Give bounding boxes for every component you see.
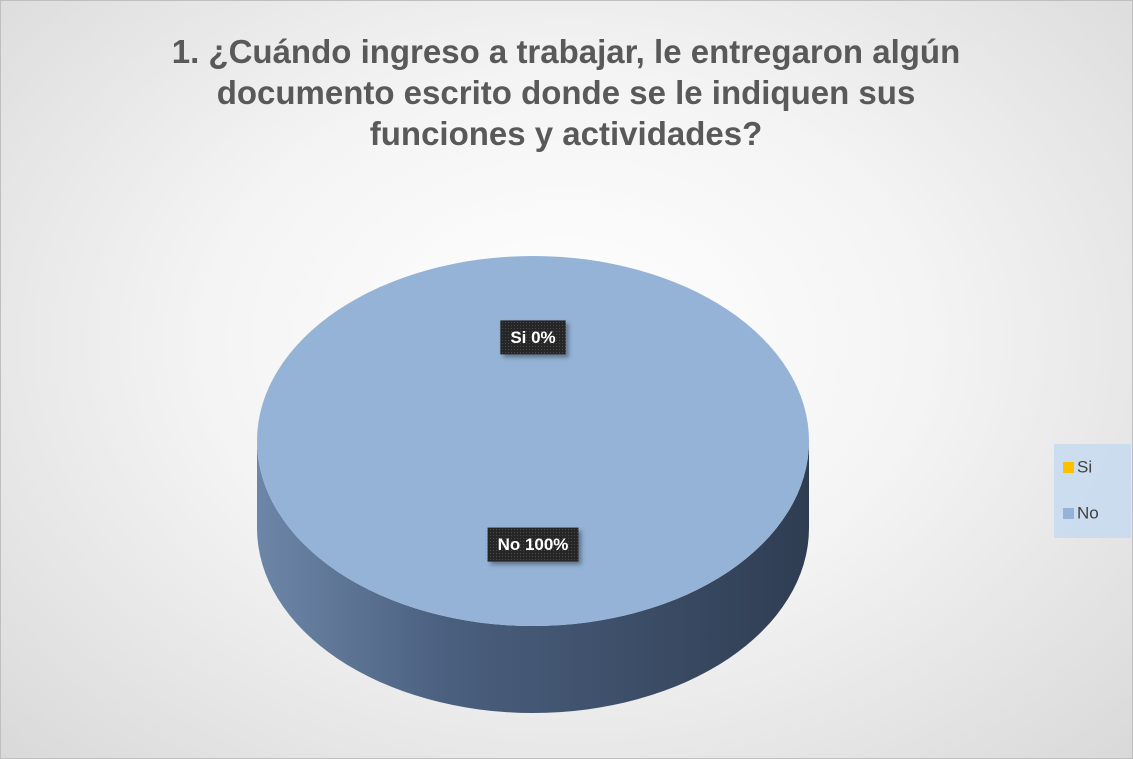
- data-label-text: No 100%: [498, 535, 569, 554]
- legend-box: [1054, 444, 1131, 538]
- data-label-box: [500, 320, 566, 355]
- data-label: Si 0%: [500, 320, 566, 355]
- pie-slice: [257, 256, 809, 626]
- legend-swatch: [1063, 508, 1074, 519]
- legend-label: Si: [1077, 457, 1092, 476]
- chart-title: 1. ¿Cuándo ingreso a trabajar, le entreg…: [171, 33, 961, 152]
- legend-swatch: [1063, 462, 1074, 473]
- legend-label: No: [1077, 503, 1099, 522]
- data-label: No 100%: [487, 527, 579, 562]
- pie-side: [257, 441, 809, 713]
- data-label-text: Si 0%: [510, 328, 555, 347]
- data-label-box: [487, 527, 579, 562]
